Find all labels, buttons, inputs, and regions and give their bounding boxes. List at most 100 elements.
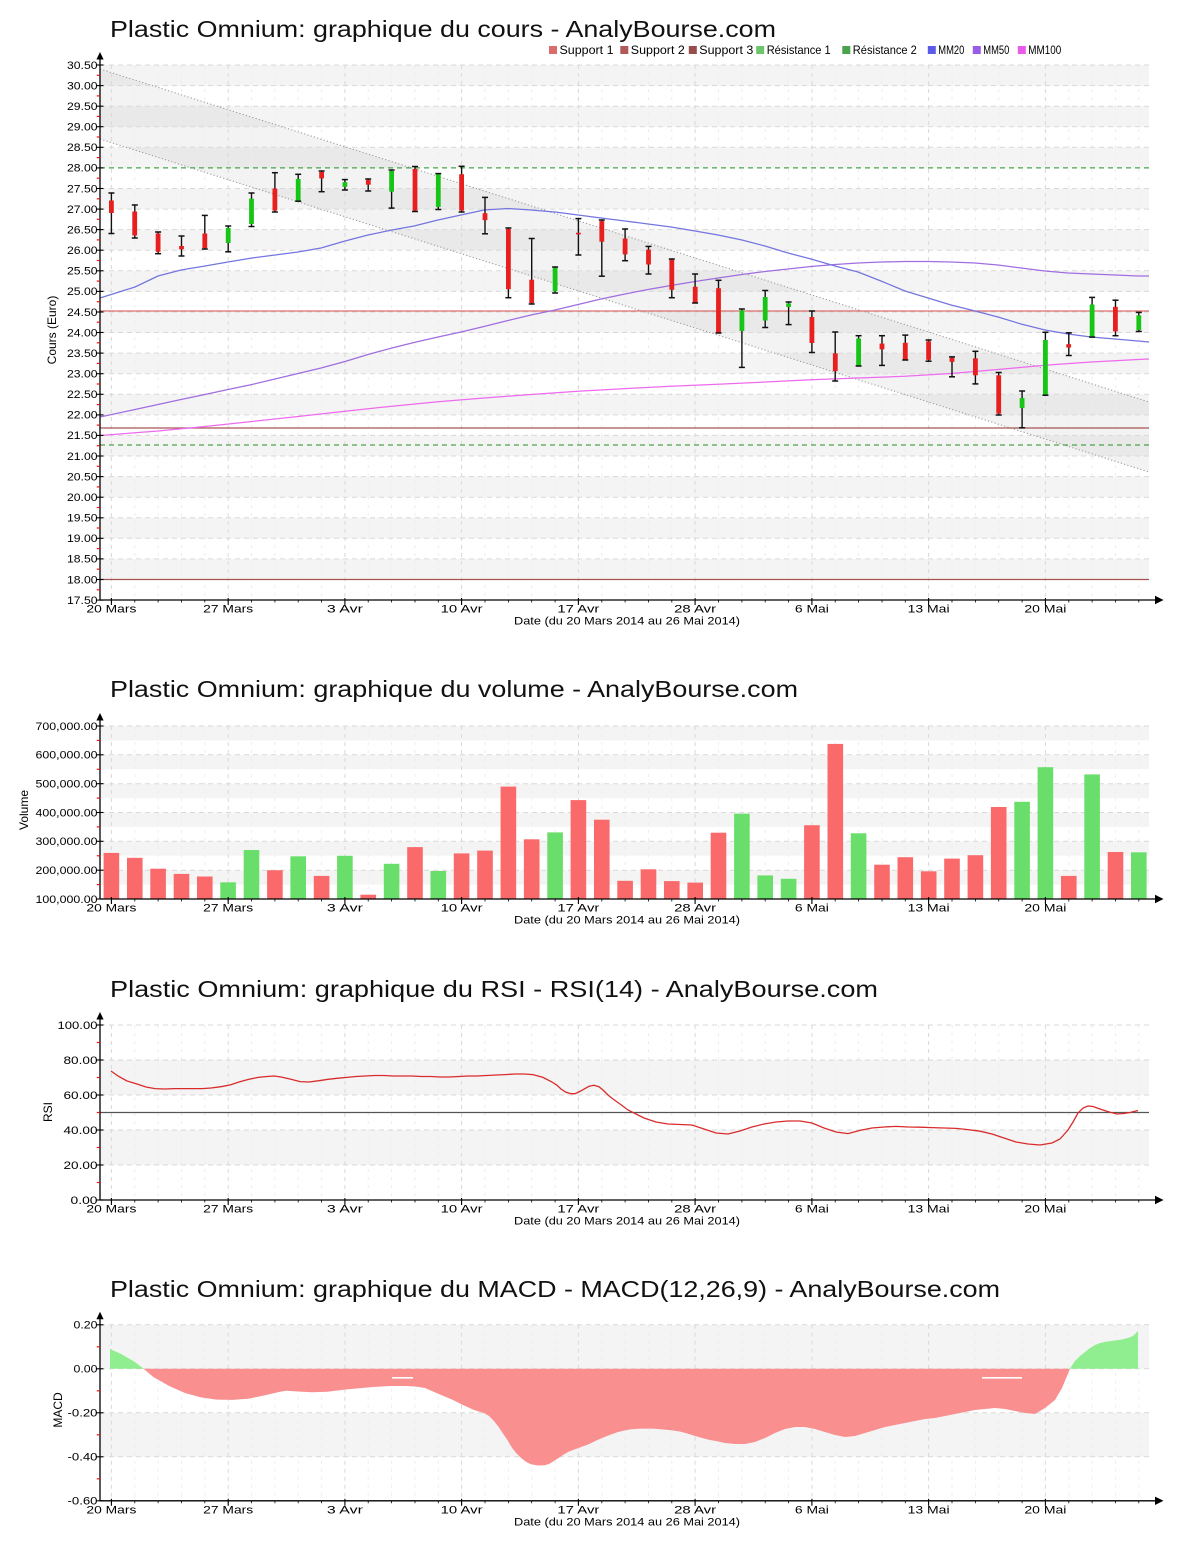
svg-text:20 Mai: 20 Mai [1024,1204,1066,1216]
svg-text:17 Avr: 17 Avr [557,1505,599,1517]
svg-text:40.00: 40.00 [64,1125,98,1137]
svg-text:20 Mai: 20 Mai [1024,903,1066,915]
svg-text:28 Avr: 28 Avr [674,604,716,616]
svg-text:400,000.00: 400,000.00 [36,807,98,819]
svg-text:29.00: 29.00 [67,122,98,134]
svg-text:Date (du 20 Mars 2014 au 26 Ma: Date (du 20 Mars 2014 au 26 Mai 2014) [514,616,740,628]
svg-text:18.00: 18.00 [67,574,98,586]
svg-text:28.00: 28.00 [67,163,98,175]
svg-text:Date (du 20 Mars 2014 au 26 Ma: Date (du 20 Mars 2014 au 26 Mai 2014) [514,1216,740,1228]
svg-text:18.50: 18.50 [67,554,98,566]
svg-text:20 Mars: 20 Mars [86,1505,137,1517]
svg-text:RSI: RSI [41,1102,55,1122]
svg-text:28 Avr: 28 Avr [674,1505,716,1517]
svg-text:-0.40: -0.40 [68,1452,98,1464]
svg-text:600,000.00: 600,000.00 [36,750,98,762]
svg-text:3 Avr: 3 Avr [327,604,363,616]
svg-text:27 Mars: 27 Mars [203,604,254,616]
svg-text:3 Avr: 3 Avr [327,1505,363,1517]
svg-text:-0.20: -0.20 [68,1408,98,1420]
svg-text:17 Avr: 17 Avr [557,1204,599,1216]
svg-text:-0.60: -0.60 [68,1496,98,1508]
svg-text:200,000.00: 200,000.00 [36,865,98,877]
svg-text:60.00: 60.00 [64,1090,98,1102]
svg-text:0.00: 0.00 [74,1364,98,1376]
svg-text:27 Mars: 27 Mars [203,1505,254,1517]
svg-text:3 Avr: 3 Avr [327,1204,363,1216]
svg-text:10 Avr: 10 Avr [441,1505,483,1517]
svg-text:28 Avr: 28 Avr [674,903,716,915]
svg-text:17.50: 17.50 [67,595,98,607]
svg-text:10 Avr: 10 Avr [441,604,483,616]
svg-text:17 Avr: 17 Avr [557,903,599,915]
svg-text:20 Mars: 20 Mars [86,903,137,915]
svg-text:6 Mai: 6 Mai [795,1505,829,1517]
svg-text:500,000.00: 500,000.00 [36,779,98,791]
svg-text:26.00: 26.00 [67,245,98,257]
svg-text:10 Avr: 10 Avr [441,1204,483,1216]
svg-text:24.50: 24.50 [67,307,98,319]
svg-text:Support 1: Support 1 [560,43,614,57]
svg-text:19.50: 19.50 [67,513,98,525]
svg-text:Date (du 20 Mars 2014 au 26 Ma: Date (du 20 Mars 2014 au 26 Mai 2014) [514,1517,740,1529]
svg-text:21.50: 21.50 [67,430,98,442]
svg-text:27.00: 27.00 [67,204,98,216]
svg-text:20.50: 20.50 [67,471,98,483]
svg-text:27.50: 27.50 [67,183,98,195]
svg-text:22.50: 22.50 [67,389,98,401]
svg-text:0.00: 0.00 [71,1195,98,1207]
svg-text:20 Mars: 20 Mars [86,604,137,616]
svg-text:MM100: MM100 [1028,43,1061,57]
svg-text:25.00: 25.00 [67,286,98,298]
svg-text:Date (du 20 Mars 2014 au 26 Ma: Date (du 20 Mars 2014 au 26 Mai 2014) [514,915,740,927]
svg-text:300,000.00: 300,000.00 [36,836,98,848]
svg-text:MACD: MACD [51,1392,65,1428]
svg-text:Résistance 2: Résistance 2 [853,43,917,57]
svg-text:3 Avr: 3 Avr [327,903,363,915]
svg-text:17 Avr: 17 Avr [557,604,599,616]
svg-text:Support 3: Support 3 [699,43,753,57]
svg-text:13 Mai: 13 Mai [908,1505,950,1517]
svg-text:Plastic Omnium: graphique du c: Plastic Omnium: graphique du cours - Ana… [110,16,776,42]
svg-text:13 Mai: 13 Mai [908,1204,950,1216]
svg-text:28.50: 28.50 [67,142,98,154]
svg-text:6 Mai: 6 Mai [795,903,829,915]
svg-text:20 Mai: 20 Mai [1024,1505,1066,1517]
svg-text:20 Mars: 20 Mars [86,1204,137,1216]
svg-text:MM50: MM50 [983,43,1009,57]
svg-text:20.00: 20.00 [64,1160,98,1172]
svg-text:100,000.00: 100,000.00 [36,894,98,906]
svg-text:20.00: 20.00 [67,492,98,504]
svg-text:24.00: 24.00 [67,327,98,339]
svg-text:700,000.00: 700,000.00 [36,721,98,733]
svg-text:Résistance 1: Résistance 1 [767,43,831,57]
svg-text:30.50: 30.50 [67,60,98,72]
svg-text:25.50: 25.50 [67,266,98,278]
svg-text:27 Mars: 27 Mars [203,903,254,915]
svg-text:13 Mai: 13 Mai [908,903,950,915]
svg-text:Cours (Euro): Cours (Euro) [45,296,59,365]
svg-text:MM20: MM20 [938,43,964,57]
svg-text:Plastic Omnium: graphique du M: Plastic Omnium: graphique du MACD - MACD… [110,1276,1000,1302]
svg-text:29.50: 29.50 [67,101,98,113]
svg-text:100.00: 100.00 [58,1020,98,1032]
svg-text:10 Avr: 10 Avr [441,903,483,915]
svg-text:27 Mars: 27 Mars [203,1204,254,1216]
svg-text:28 Avr: 28 Avr [674,1204,716,1216]
svg-text:23.00: 23.00 [67,369,98,381]
svg-text:22.00: 22.00 [67,410,98,422]
svg-text:21.00: 21.00 [67,451,98,463]
svg-text:Plastic Omnium: graphique du v: Plastic Omnium: graphique du volume - An… [110,676,798,702]
svg-text:Support 2: Support 2 [631,43,685,57]
svg-text:Plastic Omnium: graphique du R: Plastic Omnium: graphique du RSI - RSI(1… [110,976,878,1002]
svg-text:13 Mai: 13 Mai [908,604,950,616]
svg-text:30.00: 30.00 [67,80,98,92]
svg-text:26.50: 26.50 [67,224,98,236]
svg-text:20 Mai: 20 Mai [1024,604,1066,616]
svg-text:80.00: 80.00 [64,1055,98,1067]
svg-text:0.20: 0.20 [74,1320,98,1332]
svg-text:6 Mai: 6 Mai [795,604,829,616]
svg-text:6 Mai: 6 Mai [795,1204,829,1216]
svg-text:Volume: Volume [17,790,31,830]
svg-text:23.50: 23.50 [67,348,98,360]
